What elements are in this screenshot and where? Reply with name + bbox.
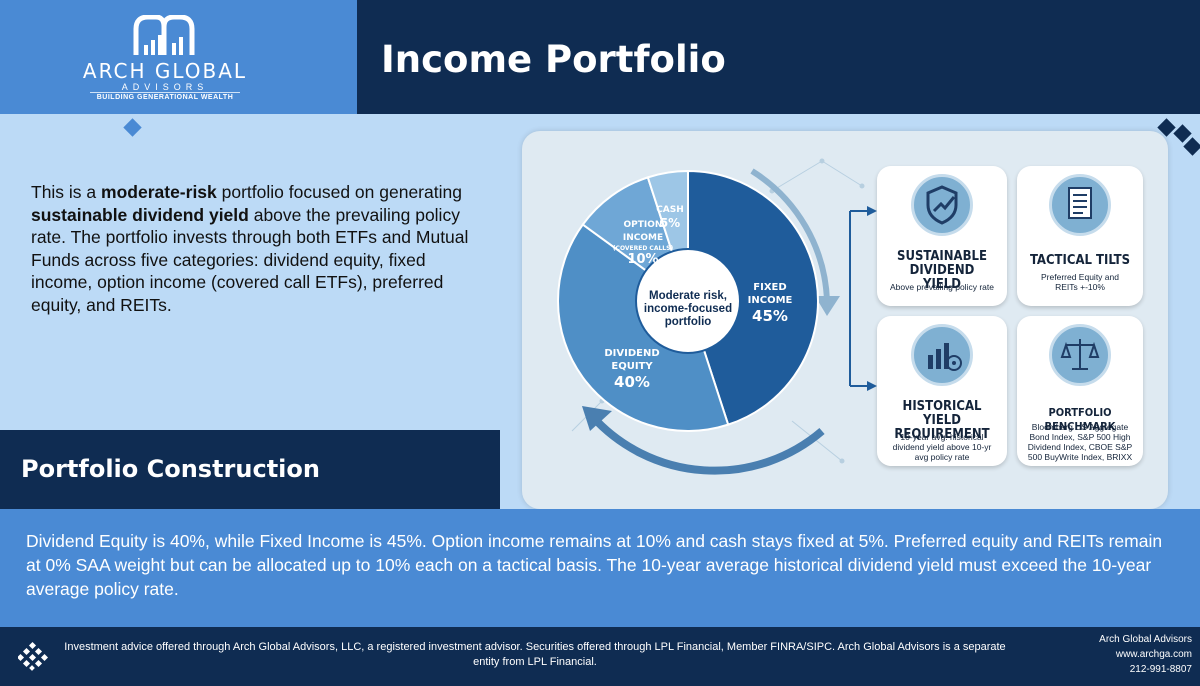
tile-title: SUSTAINABLE DIVIDEND YIELD xyxy=(897,249,987,292)
connector-arrow xyxy=(867,381,877,391)
diamond-decoration xyxy=(1183,137,1200,156)
slice-name: DIVIDEND EQUITY xyxy=(604,348,660,372)
diamond-cluster-icon xyxy=(18,641,48,671)
footer-website[interactable]: www.archga.com xyxy=(1115,649,1192,660)
slice-value: 5% xyxy=(659,216,681,230)
shield-chart-icon xyxy=(911,174,973,236)
slice-sublabel: (COVERED CALLS) xyxy=(612,245,674,252)
construction-text: Dividend Equity is 40%, while Fixed Inco… xyxy=(26,531,1163,599)
bar-chart-target-icon xyxy=(911,324,973,386)
pie-center xyxy=(635,248,741,354)
pie-label-cash: CASH 5% xyxy=(652,204,688,230)
footer-phone[interactable]: 212-991-8807 xyxy=(1129,664,1192,675)
pie-center-label: Moderate risk, income-focused portfolio xyxy=(643,290,733,328)
pie-label-option-income: OPTION INCOME (COVERED CALLS) 10% xyxy=(612,219,674,266)
intro-text: above the prevailing policy rate. The po… xyxy=(31,204,469,315)
intro-emphasis: sustainable dividend yield xyxy=(31,204,249,225)
tile-tactical-tilts: TACTICAL TILTS Preferred Equity and REIT… xyxy=(1017,166,1143,306)
intro-text: portfolio focused on generating xyxy=(216,182,462,202)
cycle-arrow-head xyxy=(582,406,612,431)
tile-title: TACTICAL TILTS xyxy=(1029,253,1131,268)
slice-name: FIXED INCOME xyxy=(747,282,793,306)
tile-historical-yield: HISTORICAL YIELD REQUIREMENT 10-year avg… xyxy=(877,316,1007,466)
tile-description: Bloomberg US Aggregate Bond Index, S&P 5… xyxy=(1027,422,1133,462)
cycle-arrow xyxy=(750,168,830,302)
brand-name: ARCH GLOBAL xyxy=(82,59,248,83)
cycle-arrow xyxy=(589,413,825,475)
network-background xyxy=(571,158,865,464)
tile-description: 10-year avg. historical dividend yield a… xyxy=(892,432,992,462)
slice-name: CASH xyxy=(656,205,684,215)
portfolio-infographic: Moderate risk, income-focused portfolio … xyxy=(522,131,1168,509)
title-bar: Income Portfolio xyxy=(357,0,1200,114)
intro-paragraph: This is a moderate-risk portfolio focuse… xyxy=(31,181,481,316)
tile-sustainable-yield: SUSTAINABLE DIVIDEND YIELD Above prevail… xyxy=(877,166,1007,306)
pie-label-fixed-income: FIXED INCOME 45% xyxy=(740,281,800,325)
cycle-arrow-head xyxy=(815,296,840,316)
intro-emphasis: moderate-risk xyxy=(101,182,217,202)
tile-title: PORTFOLIO BENCHMARK xyxy=(1044,406,1116,433)
construction-header: Portfolio Construction xyxy=(0,430,500,513)
footer-disclaimer: Investment advice offered through Arch G… xyxy=(64,641,1006,668)
brand-divider xyxy=(90,92,240,93)
brand-sub: ADVISORS xyxy=(121,82,209,92)
arch-logo-icon xyxy=(133,15,195,55)
slice-value: 10% xyxy=(627,252,659,267)
slice-value: 45% xyxy=(752,307,788,325)
footer: Investment advice offered through Arch G… xyxy=(0,627,1200,686)
document-list-icon xyxy=(1049,174,1111,236)
connector-lines xyxy=(849,210,867,387)
section-title: Portfolio Construction xyxy=(21,455,320,483)
tile-description: Preferred Equity and REITs +-10% xyxy=(1041,272,1119,292)
brand-tagline: BUILDING GENERATIONAL WEALTH xyxy=(96,94,234,101)
pie-slice-fixed-income xyxy=(687,169,819,426)
footer-contact: Arch Global Advisors www.archga.com 212-… xyxy=(1032,632,1192,677)
scale-target-icon xyxy=(1049,324,1111,386)
construction-details: Dividend Equity is 40%, while Fixed Inco… xyxy=(0,509,1200,627)
diamond-decoration xyxy=(123,118,142,137)
pie-label-dividend-equity: DIVIDEND EQUITY 40% xyxy=(597,347,667,391)
tile-portfolio-benchmark: PORTFOLIO BENCHMARK Bloomberg US Aggrega… xyxy=(1017,316,1143,466)
slice-name: OPTION INCOME xyxy=(622,220,664,243)
footer-company: Arch Global Advisors xyxy=(1099,634,1192,645)
tile-description: Above prevailing policy rate xyxy=(890,282,994,292)
tile-title: HISTORICAL YIELD REQUIREMENT xyxy=(894,399,990,442)
allocation-pie-chart xyxy=(557,158,877,475)
slice-value: 40% xyxy=(614,373,650,391)
intro-text: This is a xyxy=(31,182,102,202)
connector-arrow xyxy=(867,206,877,216)
page-title: Income Portfolio xyxy=(381,38,726,81)
logo-panel: ARCH GLOBAL ADVISORS BUILDING GENERATION… xyxy=(0,0,357,114)
